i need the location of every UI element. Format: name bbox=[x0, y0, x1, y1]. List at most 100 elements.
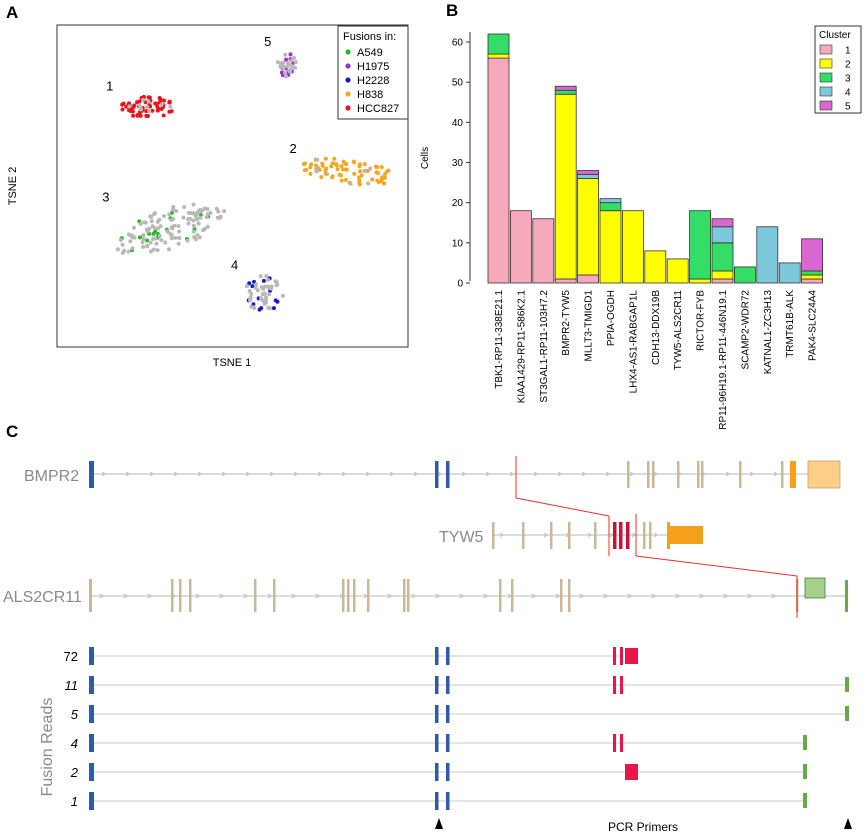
bar-legend: Cluster 1 2 3 4 5 bbox=[814, 25, 862, 114]
exon bbox=[613, 676, 616, 694]
exon bbox=[89, 647, 94, 665]
scatter-point bbox=[368, 166, 373, 171]
scatter-point bbox=[141, 94, 146, 99]
direction-arrow bbox=[99, 593, 104, 599]
scatter-point bbox=[333, 161, 338, 166]
exon bbox=[568, 522, 571, 549]
exon bbox=[845, 706, 849, 721]
bar-legend-title: Cluster bbox=[819, 30, 851, 41]
scatter-point bbox=[205, 224, 210, 229]
scatter-legend-marker bbox=[345, 49, 351, 55]
scatter-point bbox=[141, 233, 146, 238]
exon bbox=[807, 460, 841, 489]
bar-segment bbox=[532, 218, 555, 284]
scatter-point bbox=[120, 102, 125, 107]
scatter-legend-label: H2228 bbox=[357, 75, 389, 87]
exon bbox=[367, 579, 370, 612]
scatter-point bbox=[323, 168, 328, 173]
direction-arrow bbox=[341, 471, 346, 477]
scatter-point bbox=[281, 66, 286, 71]
scatter-point bbox=[358, 169, 363, 174]
scatter-point bbox=[145, 244, 150, 249]
scatter-point bbox=[382, 181, 387, 186]
bar-legend-swatch bbox=[819, 86, 833, 97]
scatter-cluster-labels: 1 2 3 4 5 bbox=[102, 34, 296, 273]
panel-c: C BMPR2 TYW5 ALS2CR11 bbox=[3, 422, 852, 834]
scatter-point bbox=[293, 59, 298, 64]
scatter-point bbox=[147, 95, 152, 100]
scatter-point bbox=[285, 64, 290, 69]
scatter-point bbox=[173, 235, 178, 240]
scatter-point bbox=[148, 104, 153, 109]
exon bbox=[273, 579, 276, 612]
scatter-point bbox=[145, 105, 150, 110]
scatter-point bbox=[339, 178, 344, 183]
scatter-point bbox=[150, 108, 155, 113]
scatter-point bbox=[287, 69, 292, 74]
scatter-point bbox=[174, 209, 179, 214]
scatter-point bbox=[375, 178, 380, 183]
bar-legend-label: 3 bbox=[845, 74, 851, 85]
direction-arrow bbox=[603, 593, 608, 599]
bar-category-label: TBK1-RP11-338E21.1 bbox=[494, 290, 505, 389]
scatter-point bbox=[255, 288, 260, 293]
exon bbox=[625, 764, 638, 780]
scatter-point bbox=[247, 288, 252, 293]
direction-arrow bbox=[365, 471, 370, 477]
bar-segment bbox=[577, 170, 599, 175]
exon bbox=[667, 522, 670, 549]
bmpr2-tyw5-connector bbox=[515, 497, 610, 517]
exon bbox=[435, 647, 439, 665]
bar-bars bbox=[487, 33, 823, 284]
exon bbox=[435, 792, 439, 810]
direction-arrow bbox=[437, 471, 442, 477]
scatter-point bbox=[171, 207, 176, 212]
scatter-legend-marker bbox=[345, 105, 351, 111]
exon bbox=[677, 461, 680, 488]
direction-arrow bbox=[531, 593, 536, 599]
bar-segment bbox=[599, 198, 622, 204]
scatter-points bbox=[115, 52, 391, 312]
direction-arrow bbox=[147, 593, 152, 599]
scatter-point bbox=[308, 165, 313, 170]
scatter-point bbox=[141, 244, 146, 249]
scatter-point bbox=[115, 247, 120, 252]
exon bbox=[697, 461, 700, 488]
scatter-point bbox=[247, 281, 252, 286]
exon bbox=[550, 522, 553, 549]
direction-arrow bbox=[723, 593, 728, 599]
scatter-legend-title: Fusions in: bbox=[343, 31, 396, 43]
scatter-point bbox=[283, 52, 288, 57]
scatter-point bbox=[176, 241, 181, 246]
scatter-point bbox=[161, 113, 166, 118]
direction-arrow bbox=[631, 532, 636, 538]
scatter-point bbox=[196, 221, 201, 226]
direction-arrow bbox=[533, 471, 538, 477]
exon bbox=[446, 647, 450, 665]
direction-arrow bbox=[197, 471, 202, 477]
scatter-point bbox=[259, 306, 264, 311]
scatter-point bbox=[370, 177, 375, 182]
bar-segment bbox=[734, 266, 756, 284]
scatter-point bbox=[148, 240, 153, 245]
exon bbox=[189, 579, 192, 612]
scatter-point bbox=[194, 214, 199, 219]
bar-segment bbox=[644, 250, 667, 284]
pcr-primer-left-marker bbox=[435, 818, 443, 829]
bar-category-label: SCAMP2-WDR72 bbox=[740, 290, 751, 370]
bar-segment bbox=[554, 93, 577, 280]
exon bbox=[803, 764, 807, 779]
fusion-reads-label: Fusion Reads bbox=[39, 698, 56, 797]
scatter-point bbox=[159, 238, 164, 243]
direction-arrow bbox=[269, 471, 274, 477]
scatter-point bbox=[214, 206, 219, 211]
direction-arrow bbox=[627, 593, 632, 599]
exon bbox=[435, 676, 439, 694]
scatter-point bbox=[357, 180, 362, 185]
scatter-point bbox=[258, 274, 263, 279]
scatter-point bbox=[254, 282, 259, 287]
direction-arrow bbox=[195, 593, 200, 599]
direction-arrow bbox=[219, 593, 224, 599]
direction-arrow bbox=[653, 471, 658, 477]
exon bbox=[803, 735, 807, 750]
